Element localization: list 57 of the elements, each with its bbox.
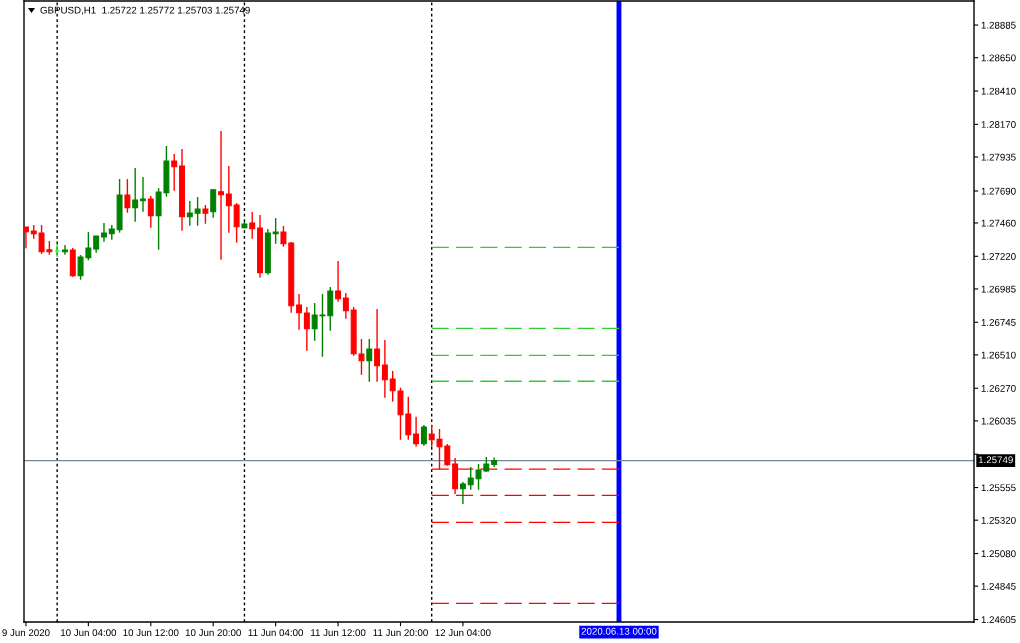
- text: GBPUSD,H1 1.25722 1.25772 1.25703 1.25749: [40, 6, 250, 15]
- x-tick-label: 11 Jun 04:00: [248, 629, 304, 637]
- candlestick: [218, 130, 224, 261]
- candlestick: [24, 226, 29, 250]
- x-tick-label: 11 Jun 20:00: [373, 629, 428, 637]
- candlestick: [171, 153, 178, 192]
- candlestick: [225, 165, 232, 234]
- ref-line-label: 2020.06.13 00:00: [581, 627, 657, 635]
- y-tick-label: 1.28410: [981, 87, 1016, 95]
- candlestick: [420, 424, 427, 447]
- y-tick-label: 1.25320: [981, 516, 1016, 524]
- x-tick-label: 10 Jun 04:00: [61, 629, 117, 637]
- candlestick: [124, 178, 131, 214]
- y-tick-label: 1.24605: [981, 616, 1016, 624]
- candlestick: [381, 339, 388, 399]
- candlestick: [202, 204, 209, 225]
- y-tick-label: 1.27220: [981, 253, 1016, 260]
- y-tick-label: 1.25555: [981, 484, 1016, 492]
- candlestick: [233, 202, 240, 244]
- y-tick-label: 1.27935: [981, 153, 1016, 161]
- candlestick: [61, 244, 68, 256]
- x-tick-label: 10 Jun 12:00: [123, 629, 179, 637]
- candlestick: [249, 211, 256, 240]
- y-tick-label: 1.24845: [981, 582, 1016, 590]
- y-tick-label: 1.25080: [981, 550, 1016, 558]
- ref-line-label: 1.25749: [978, 456, 1013, 464]
- y-tick-label: 1.26985: [981, 285, 1016, 293]
- candlestick: [374, 308, 381, 383]
- candlestick: [140, 176, 146, 213]
- candlestick: [342, 292, 349, 320]
- candlestick: [194, 196, 201, 227]
- candlestick: [272, 217, 279, 245]
- y-tick-label: 1.28885: [981, 21, 1016, 29]
- candlestick: [413, 416, 420, 448]
- candlestick: [132, 167, 139, 223]
- y-tick-label: 1.28650: [981, 54, 1016, 62]
- y-tick-label: 1.27460: [981, 219, 1016, 227]
- x-tick-label: 9 Jun 2020: [2, 629, 50, 637]
- y-tick-label: 1.26035: [981, 417, 1016, 425]
- candlestick: [303, 306, 310, 352]
- candlestick: [186, 200, 193, 227]
- candlestick: [147, 195, 154, 229]
- y-tick-label: 1.26510: [981, 351, 1016, 359]
- x-tick-label: 11 Jun 12:00: [311, 629, 366, 637]
- x-tick-label: 12 Jun 04:00: [435, 629, 491, 637]
- candlestick: [54, 243, 61, 258]
- y-tick-label: 1.26270: [981, 384, 1016, 392]
- candlestick: [210, 188, 217, 219]
- candlestick: [296, 293, 303, 331]
- candlestick: [335, 260, 342, 303]
- candlestick: [101, 222, 107, 243]
- y-tick-label: 1.27690: [981, 187, 1016, 195]
- candlestick: [366, 338, 373, 383]
- y-tick-label: 1.26745: [981, 319, 1016, 326]
- x-tick-label: 10 Jun 20:00: [185, 629, 241, 637]
- candlestick: [459, 481, 466, 505]
- y-tick-label: 1.28170: [981, 121, 1016, 128]
